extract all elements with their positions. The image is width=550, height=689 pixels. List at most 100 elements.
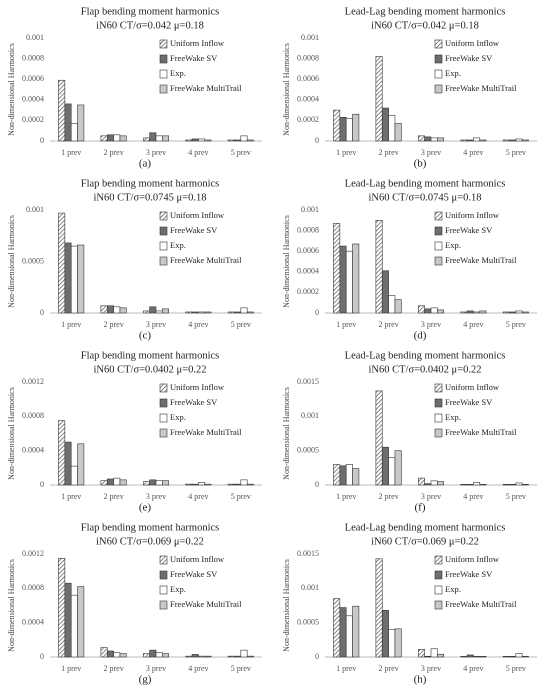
y-tick-label: 0.001	[26, 33, 44, 42]
bar	[227, 311, 235, 314]
bar	[339, 117, 347, 142]
legend-swatch	[434, 226, 443, 236]
bar	[191, 483, 199, 486]
bar	[388, 629, 396, 658]
bar	[234, 311, 242, 314]
chart-subtitle: iN60 CT/σ=0.069 μ=0.22	[96, 536, 204, 547]
legend-swatch	[434, 555, 443, 565]
y-axis-label: Non-dimensional Harmonics	[282, 387, 291, 480]
bar	[227, 139, 235, 142]
x-tick-label: 4 prev	[188, 320, 208, 329]
bar	[333, 223, 341, 314]
legend-swatch	[159, 226, 168, 236]
legend-label: FreeWake MultiTrail	[170, 599, 242, 609]
bar	[149, 132, 157, 142]
bar	[155, 310, 163, 314]
bar	[509, 484, 517, 486]
bar	[246, 483, 254, 486]
bar	[430, 307, 438, 314]
chart-title: Lead-Lag bending moment harmonics	[345, 178, 506, 189]
legend-label: Exp.	[170, 584, 186, 594]
bar	[437, 137, 445, 142]
bar	[339, 245, 347, 314]
legend-swatch	[159, 256, 168, 266]
bar	[234, 655, 242, 658]
bar	[352, 243, 360, 314]
bar	[58, 420, 66, 486]
y-tick-label: 0	[315, 308, 319, 317]
bar	[394, 450, 402, 486]
bar	[155, 135, 163, 142]
bar	[345, 615, 353, 658]
bar	[460, 311, 468, 314]
legend-swatch	[159, 413, 168, 423]
panel-label: (b)	[414, 158, 427, 170]
bar	[162, 480, 170, 486]
bar	[479, 656, 487, 658]
x-tick-label: 1 prev	[336, 148, 356, 157]
bar	[70, 245, 78, 314]
y-tick-label: 0	[40, 308, 44, 317]
y-tick-label: 0.0004	[297, 95, 319, 104]
y-tick-label: 0.0008	[22, 53, 44, 62]
bar	[430, 480, 438, 486]
bar	[437, 653, 445, 658]
bar	[509, 656, 517, 658]
bar	[437, 481, 445, 486]
chart-subtitle: iN60 CT/σ=0.069 μ=0.22	[371, 536, 479, 547]
legend-swatch	[434, 211, 443, 221]
bar	[388, 114, 396, 142]
bar	[502, 311, 510, 314]
bar	[417, 477, 425, 486]
bar	[185, 483, 193, 486]
bar	[58, 212, 66, 314]
y-tick-label: 0.0004	[22, 95, 44, 104]
bar	[198, 482, 206, 486]
legend-swatch	[159, 241, 168, 251]
y-tick-label: 0.0015	[297, 377, 319, 386]
chart-title: Lead-Lag bending moment harmonics	[345, 6, 506, 17]
bar	[227, 483, 235, 486]
y-tick-label: 0.0006	[297, 74, 319, 83]
bar	[198, 138, 206, 142]
y-tick-label: 0	[40, 136, 44, 145]
bar	[162, 653, 170, 658]
bar	[502, 656, 510, 658]
legend-label: FreeWake SV	[170, 225, 218, 235]
x-tick-label: 5 prev	[231, 320, 251, 329]
x-tick-label: 4 prev	[188, 492, 208, 501]
x-tick-label: 5 prev	[231, 148, 251, 157]
legend-swatch	[434, 570, 443, 580]
bar	[58, 79, 66, 142]
bar	[502, 139, 510, 142]
panel-label: (c)	[139, 330, 152, 342]
bar	[191, 138, 199, 142]
legend-swatch	[159, 555, 168, 565]
bar	[509, 311, 517, 314]
bar	[198, 311, 206, 314]
x-tick-label: 2 prev	[103, 492, 123, 501]
y-tick-label: 0.0008	[297, 225, 319, 234]
legend-swatch	[159, 54, 168, 64]
bar	[204, 139, 212, 142]
bar	[339, 607, 347, 658]
bar	[100, 305, 108, 314]
legend-label: Exp.	[170, 68, 186, 78]
x-tick-label: 5 prev	[506, 148, 526, 157]
bar	[64, 103, 72, 142]
bar	[142, 481, 150, 486]
legend-label: FreeWake MultiTrail	[170, 83, 242, 93]
panel-label: (d)	[414, 330, 427, 342]
bar	[191, 311, 199, 314]
bar	[460, 484, 468, 486]
y-tick-label: 0	[315, 136, 319, 145]
bar	[70, 465, 78, 486]
legend-swatch	[434, 383, 443, 393]
bar	[77, 586, 85, 658]
y-axis-label: Non-dimensional Harmonics	[7, 387, 16, 480]
legend-label: FreeWake SV	[170, 569, 218, 579]
bar	[162, 308, 170, 314]
bar	[345, 464, 353, 486]
bar	[333, 109, 341, 142]
legend-swatch	[159, 585, 168, 595]
